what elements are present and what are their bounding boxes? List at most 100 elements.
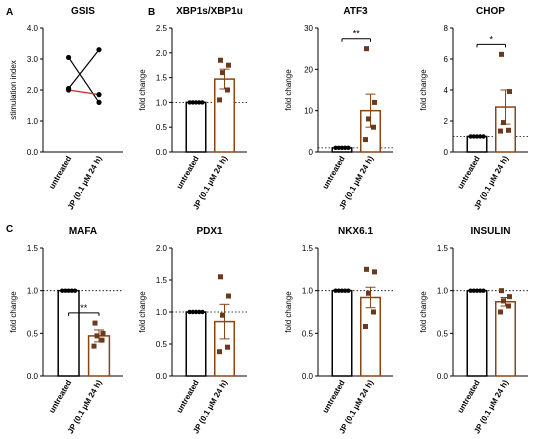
data-point: [66, 54, 72, 61]
y-tick-label: 2.0: [27, 86, 39, 95]
data-point: [193, 309, 199, 315]
data-point: [372, 99, 377, 105]
data-point: [187, 100, 192, 105]
data-point: [339, 145, 345, 151]
data-point: [200, 100, 205, 105]
data-point: [197, 100, 202, 105]
y-axis-label: fold change: [138, 291, 147, 333]
data-point: [471, 288, 476, 293]
panel-title: PDX1: [196, 226, 223, 237]
x-category-label: untreated: [321, 154, 347, 190]
y-axis-label: fold change: [284, 291, 293, 333]
panel-title: XBP1s/XBP1u: [176, 6, 243, 17]
data-point: [225, 87, 230, 93]
panel-title: ATF3: [343, 6, 368, 17]
y-tick-label: 1.5: [302, 244, 314, 253]
bar: [57, 289, 80, 377]
y-tick-label: 3.0: [27, 55, 39, 64]
data-point: [91, 343, 97, 349]
series-line: [68, 49, 100, 89]
data-point: [481, 134, 486, 139]
data-point: [94, 333, 100, 339]
y-tick-label: 1.0: [156, 308, 168, 317]
bar: [466, 289, 488, 377]
data-point: [220, 312, 225, 318]
data-point: [468, 134, 473, 139]
data-point: [346, 145, 351, 151]
panel-title: NKX6.1: [338, 226, 373, 237]
data-point: [187, 309, 192, 315]
y-axis-label: fold change: [284, 69, 293, 111]
y-tick-label: 1.0: [302, 287, 314, 296]
y-tick-label: 0.0: [156, 372, 168, 381]
bar: [331, 289, 353, 377]
panel-title: MAFA: [69, 226, 97, 237]
data-point: [190, 100, 195, 105]
data-point: [364, 46, 369, 52]
panel-title: GSIS: [71, 6, 95, 17]
data-point: [60, 288, 65, 293]
y-axis-label: fold change: [419, 69, 428, 111]
data-point: [366, 116, 371, 122]
chart-panels: GSIS 0.0 1.0 2.0 3.0 4.0 stimulation index untr…: [9, 6, 528, 435]
y-tick-label: 10: [304, 107, 313, 116]
y-tick-label: 0.5: [27, 329, 39, 338]
data-point: [499, 288, 504, 294]
y-axis-label: fold change: [419, 291, 428, 333]
data-point: [336, 145, 341, 151]
data-point: [366, 290, 371, 296]
data-point: [468, 288, 473, 293]
data-point: [339, 288, 345, 293]
y-tick-label: 0.5: [156, 123, 168, 132]
y-tick-label: 0.5: [437, 329, 449, 338]
data-point: [225, 344, 230, 350]
data-point: [498, 309, 503, 315]
y-tick-label: 6: [444, 55, 449, 64]
bar: [185, 101, 207, 153]
data-point: [69, 288, 75, 293]
data-point: [220, 70, 225, 76]
x-category-label: JP (0.1 μM 24 h): [66, 378, 104, 435]
y-tick-label: 2.5: [156, 24, 168, 33]
data-point: [200, 309, 205, 315]
bar: [214, 78, 235, 153]
y-tick-label: 20: [304, 65, 313, 74]
data-point: [498, 128, 503, 134]
panel-1: XBP1s/XBP1u 0.0 0.5 1.0 1.5 2.0 2.5 fold change…: [138, 6, 247, 211]
bar: [360, 296, 381, 377]
y-tick-label: 2.0: [156, 49, 168, 58]
y-tick-label: 8: [444, 24, 449, 33]
series-line: [68, 89, 100, 96]
bar: [466, 135, 488, 153]
y-tick-label: 2: [444, 117, 449, 126]
data-point: [506, 303, 511, 309]
x-category-label: untreated: [47, 378, 73, 414]
data-point: [471, 134, 476, 139]
y-tick-label: 0: [444, 148, 449, 157]
x-category-label: JP (0.1 μM 24 h): [66, 154, 104, 211]
y-tick-label: 1.5: [156, 276, 168, 285]
panel-letter-a: A: [6, 7, 13, 18]
data-point: [226, 293, 231, 299]
data-point: [363, 137, 368, 143]
data-point: [100, 330, 106, 336]
panel-title: CHOP: [476, 6, 505, 17]
x-category-label: untreated: [175, 378, 201, 414]
y-tick-label: 1.0: [27, 117, 39, 126]
data-point: [371, 309, 376, 315]
data-point: [197, 309, 202, 315]
y-tick-label: 4.0: [27, 24, 39, 33]
data-point: [336, 288, 341, 293]
series-line: [68, 57, 100, 103]
y-tick-label: 0.0: [437, 372, 449, 381]
data-point: [363, 324, 368, 330]
data-point: [343, 288, 348, 293]
data-point: [501, 298, 506, 304]
data-point: [474, 134, 480, 139]
